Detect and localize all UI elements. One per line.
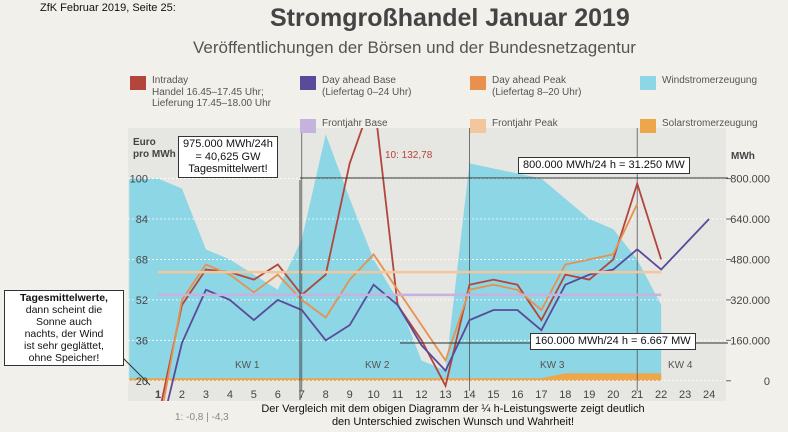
legend-swatch	[640, 76, 656, 90]
x-tick-label: 23	[679, 389, 691, 401]
line	[167, 218, 710, 401]
x-tick-label: 14	[463, 389, 475, 401]
y-tick-label: 36	[136, 335, 148, 347]
footer: Der Vergleich mit dem obigen Diagramm de…	[261, 403, 645, 428]
annotation: KW 2	[365, 360, 390, 371]
legend-swatch	[470, 76, 486, 90]
legend-label: Day ahead Base (Liefertag 0–24 Uhr)	[322, 75, 412, 98]
legend-item: Solarstromerzeugung	[640, 118, 758, 133]
x-tick-label: 20	[607, 389, 619, 401]
legend-swatch	[470, 119, 486, 133]
note-box: 160.000 MWh/24 h = 6.667 MW	[530, 333, 696, 350]
line	[160, 128, 663, 401]
x-tick-label: 3	[203, 389, 209, 401]
y-tick-label: 20	[136, 376, 148, 388]
x-tick-label: 9	[347, 389, 353, 401]
legend-item: Windstromerzeugung	[640, 75, 758, 90]
x-tick-label: 17	[535, 389, 547, 401]
y-axis-label: Euro pro MWh	[133, 137, 176, 160]
note-box: 975.000 MWh/24h = 40,625 GW Tagesmittelw…	[178, 136, 278, 178]
legend-label: Intraday Handel 16.45–17.45 Uhr; Lieferu…	[152, 75, 271, 109]
y2-tick-label: 640.000	[730, 214, 770, 226]
y2-tick-label: 320.000	[730, 295, 770, 307]
note-box: 800.000 MWh/24 h = 31.250 MW	[518, 157, 690, 174]
legend-item: Frontjahr Peak	[470, 118, 558, 133]
x-tick-label: 11	[392, 389, 403, 401]
annotation: KW 1	[235, 360, 260, 371]
y2-tick-label: 160.000	[730, 335, 770, 347]
x-tick-label: 6	[275, 389, 281, 401]
y-tick-label: 100	[130, 174, 148, 186]
x-tick-label: 7	[299, 389, 305, 401]
legend-item: Intraday Handel 16.45–17.45 Uhr; Lieferu…	[130, 75, 271, 110]
annotation: 10: 132,78	[385, 150, 433, 161]
note-box: Tagesmittelwerte, dann scheint die Sonne …	[4, 290, 124, 367]
legend-label: Windstromerzeugung	[662, 75, 758, 86]
note-text: dann scheint die Sonne auch nachts, der …	[24, 304, 104, 365]
chart-subtitle: Veröffentlichungen der Börsen und der Bu…	[193, 38, 636, 57]
connector	[119, 354, 151, 386]
x-tick-label: 12	[415, 389, 427, 401]
legend-swatch	[130, 76, 146, 90]
note-bold: Tagesmittelwerte,	[20, 292, 108, 304]
x-tick-label: 1	[155, 389, 161, 401]
y-tick-label: 52	[136, 295, 148, 307]
y-tick-label: 84	[136, 214, 148, 226]
x-tick-label: 2	[179, 389, 185, 401]
legend-swatch	[640, 119, 656, 133]
x-tick-label: 24	[703, 389, 715, 401]
legend-label: Frontjahr Peak	[492, 118, 558, 129]
area	[129, 373, 662, 381]
legend-swatch	[300, 119, 316, 133]
legend-item: Frontjahr Base	[300, 118, 388, 133]
line	[162, 203, 639, 401]
x-tick-label: 8	[323, 389, 329, 401]
annotation: 1: -0,8 | -4,3	[175, 412, 229, 423]
chart-title: Stromgroßhandel Januar 2019	[270, 4, 630, 32]
legend-label: Solarstromerzeugung	[662, 118, 758, 129]
y2-tick-label: 0	[764, 376, 770, 388]
x-tick-label: 19	[583, 389, 595, 401]
legend-item: Day ahead Base (Liefertag 0–24 Uhr)	[300, 75, 412, 98]
y-tick-label: 68	[136, 254, 148, 266]
header: ZfK Februar 2019, Seite 25:	[40, 2, 176, 14]
annotation: KW 4	[668, 360, 693, 371]
y2-tick-label: 480.000	[730, 254, 770, 266]
x-tick-label: 21	[631, 389, 643, 401]
legend-swatch	[300, 76, 316, 90]
legend-label: Day ahead Peak (Liefertag 8–20 Uhr)	[492, 75, 582, 98]
x-tick-label: 4	[227, 389, 233, 401]
x-tick-label: 15	[487, 389, 499, 401]
annotation: KW 3	[540, 360, 565, 371]
legend-label: Frontjahr Base	[322, 118, 388, 129]
y2-tick-label: 800.000	[730, 174, 770, 186]
x-tick-label: 22	[655, 389, 667, 401]
x-tick-label: 16	[511, 389, 523, 401]
x-tick-label: 13	[439, 389, 451, 401]
x-tick-label: 10	[368, 389, 380, 401]
y2-axis-label: MWh	[731, 151, 755, 162]
x-tick-label: 5	[251, 389, 257, 401]
legend-item: Day ahead Peak (Liefertag 8–20 Uhr)	[470, 75, 582, 98]
x-tick-label: 18	[559, 389, 571, 401]
